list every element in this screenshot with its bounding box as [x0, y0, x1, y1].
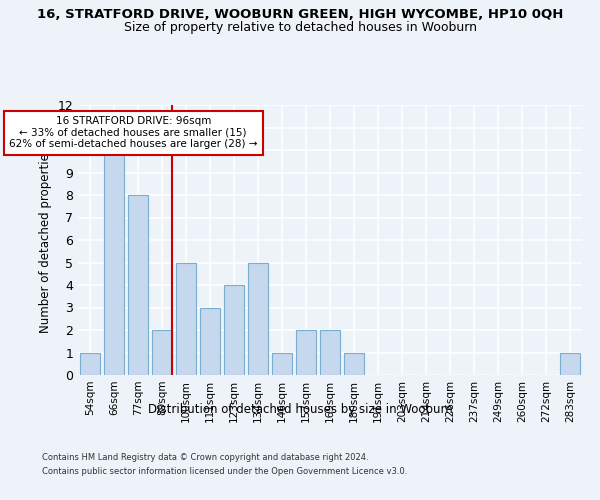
Text: Size of property relative to detached houses in Wooburn: Size of property relative to detached ho…	[124, 21, 476, 34]
Text: Distribution of detached houses by size in Wooburn: Distribution of detached houses by size …	[148, 402, 452, 415]
Bar	[560, 352, 580, 375]
Bar	[200, 308, 220, 375]
Bar	[104, 150, 124, 375]
Bar	[176, 262, 196, 375]
Bar	[320, 330, 340, 375]
Bar	[80, 352, 100, 375]
Bar	[128, 195, 148, 375]
Bar	[248, 262, 268, 375]
Text: Contains HM Land Registry data © Crown copyright and database right 2024.: Contains HM Land Registry data © Crown c…	[42, 452, 368, 462]
Bar	[296, 330, 316, 375]
Text: Contains public sector information licensed under the Open Government Licence v3: Contains public sector information licen…	[42, 468, 407, 476]
Bar	[224, 285, 244, 375]
Y-axis label: Number of detached properties: Number of detached properties	[39, 147, 52, 333]
Bar	[152, 330, 172, 375]
Bar	[272, 352, 292, 375]
Text: 16, STRATFORD DRIVE, WOOBURN GREEN, HIGH WYCOMBE, HP10 0QH: 16, STRATFORD DRIVE, WOOBURN GREEN, HIGH…	[37, 8, 563, 20]
Text: 16 STRATFORD DRIVE: 96sqm
← 33% of detached houses are smaller (15)
62% of semi-: 16 STRATFORD DRIVE: 96sqm ← 33% of detac…	[9, 116, 257, 150]
Bar	[344, 352, 364, 375]
